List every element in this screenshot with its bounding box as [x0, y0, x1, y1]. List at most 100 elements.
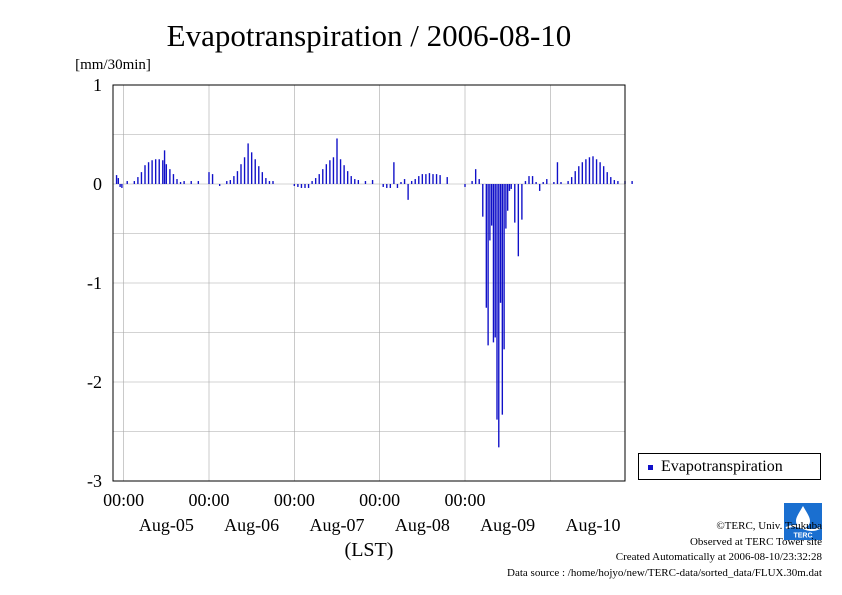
- grid: [113, 84, 625, 482]
- bar: [428, 173, 431, 184]
- bar: [140, 172, 143, 184]
- bar: [176, 179, 178, 184]
- y-axis-unit: [mm/30min]: [75, 57, 151, 73]
- bar: [265, 178, 267, 184]
- bar: [119, 184, 121, 187]
- bar: [190, 181, 192, 184]
- bar: [272, 181, 274, 184]
- bar: [336, 138, 338, 184]
- bar: [421, 174, 424, 184]
- bar: [610, 177, 612, 184]
- bar: [464, 184, 466, 187]
- bar: [236, 171, 239, 184]
- credit-copyright: ©TERC, Univ. Tsukuba: [716, 520, 822, 532]
- bar: [585, 159, 587, 184]
- logo-text: TERC: [793, 533, 812, 540]
- bar: [546, 179, 548, 184]
- bar: [418, 176, 420, 184]
- bar: [602, 166, 605, 184]
- bar: [172, 174, 175, 184]
- bar: [158, 159, 160, 184]
- bar: [439, 175, 441, 184]
- bar: [163, 150, 166, 184]
- legend-swatch: [648, 465, 653, 470]
- bar: [208, 172, 210, 184]
- bar: [514, 184, 516, 223]
- bar: [386, 184, 388, 188]
- bar: [521, 184, 523, 220]
- bar: [247, 143, 249, 184]
- credit-source: Data source : /home/hojyo/new/TERC-data/…: [507, 566, 822, 579]
- bar: [169, 169, 171, 184]
- x-tick-time-label: 00:00: [444, 490, 485, 510]
- bar: [307, 184, 310, 188]
- bar: [501, 184, 504, 415]
- bar: [489, 184, 491, 241]
- bar: [261, 172, 264, 184]
- bar: [304, 184, 306, 188]
- bar: [505, 184, 507, 229]
- y-tick-label: 1: [93, 75, 102, 95]
- bar: [410, 181, 413, 184]
- bar: [314, 178, 317, 184]
- bar: [293, 184, 296, 186]
- bar: [578, 166, 580, 184]
- bar: [250, 152, 253, 184]
- bar: [478, 179, 480, 184]
- bar: [325, 164, 328, 184]
- bar: [243, 157, 246, 184]
- bar: [218, 184, 221, 186]
- bar: [233, 176, 235, 184]
- bar: [508, 184, 511, 191]
- bar: [211, 174, 214, 184]
- bar: [581, 162, 584, 184]
- x-tick-time-label: 00:00: [359, 490, 400, 510]
- x-tick-day-label: Aug-09: [480, 515, 535, 535]
- bar: [574, 171, 576, 184]
- bar: [339, 159, 342, 184]
- legend-label: Evapotranspiration: [661, 458, 783, 475]
- bar: [350, 176, 352, 184]
- bar: [382, 184, 384, 187]
- bar: [485, 184, 488, 308]
- bar: [524, 181, 527, 184]
- bar: [400, 182, 402, 184]
- x-axis-label: (LST): [345, 539, 394, 561]
- bar: [346, 171, 349, 184]
- bar: [332, 157, 335, 184]
- y-tick-label: -2: [87, 372, 102, 392]
- bar: [226, 181, 228, 184]
- y-tick-labels: 1 0 -1 -2 -3: [87, 75, 102, 491]
- bar: [322, 169, 324, 184]
- bar: [528, 176, 530, 184]
- bar: [183, 181, 185, 184]
- bar: [503, 184, 505, 350]
- bar: [482, 184, 484, 217]
- bar: [254, 159, 256, 184]
- bar: [446, 177, 448, 184]
- bar: [435, 174, 438, 184]
- bar: [592, 156, 594, 184]
- plot-frame: [112, 84, 626, 482]
- credits: ©TERC, Univ. Tsukuba Observed at TERC To…: [507, 519, 822, 581]
- bar: [117, 178, 120, 184]
- bar: [535, 182, 537, 184]
- bar: [499, 184, 502, 303]
- bar: [389, 184, 392, 188]
- y-tick-label: -3: [87, 471, 102, 491]
- bar: [147, 162, 150, 184]
- bar: [556, 162, 559, 184]
- bar: [197, 181, 200, 184]
- bar: [407, 184, 409, 200]
- chart-title: Evapotranspiration / 2006-08-10: [167, 18, 572, 53]
- x-tick-day-label: Aug-06: [224, 515, 279, 535]
- bar: [115, 175, 118, 184]
- bars: [115, 138, 633, 448]
- bar: [567, 181, 569, 184]
- legend: Evapotranspiration: [638, 453, 821, 480]
- bar: [393, 162, 395, 184]
- x-tick-time-label: 00:00: [188, 490, 229, 510]
- bar: [425, 174, 427, 184]
- terc-logo: TERC: [784, 503, 822, 540]
